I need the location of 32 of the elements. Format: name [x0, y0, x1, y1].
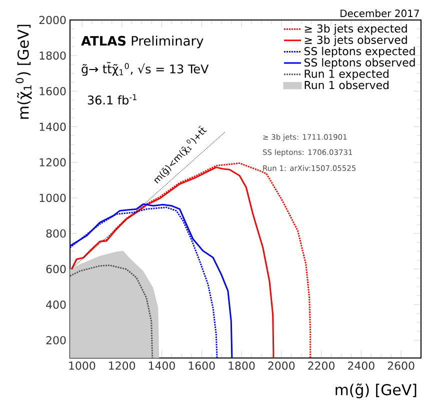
- y-tick-label: 1400: [40, 122, 66, 131]
- x-tick-label: 1800: [228, 362, 255, 370]
- legend-label: SS leptons expected: [304, 46, 415, 58]
- y-tick-label: 1600: [40, 87, 66, 96]
- legend-label: SS leptons observed: [304, 58, 415, 69]
- y-tick-label: 600: [46, 264, 66, 274]
- y-tick-label: 400: [46, 300, 66, 309]
- y-tick-label: 800: [46, 229, 66, 238]
- line-series: [70, 264, 154, 358]
- x-tick-label: 2400: [348, 362, 374, 370]
- x-tick-label: 1200: [109, 362, 136, 370]
- legend-label: Run 1 observed: [304, 80, 388, 90]
- x-axis-title: m(g̃) [GeV]: [336, 384, 416, 398]
- x-tick-label: 2600: [388, 362, 414, 370]
- y-tick-label: 2000: [39, 16, 66, 24]
- annotation: ATLAS Preliminary: [81, 36, 204, 48]
- text: December 2017: [340, 9, 419, 18]
- annotation: g̃→ tt̄χ̃$_{1}$$^{0}$, √s = 13 TeV: [82, 62, 209, 76]
- x-tick-label: 1600: [188, 362, 215, 370]
- x-tick-label: 1400: [148, 362, 175, 370]
- legend-label: Run 1 expected: [304, 69, 388, 80]
- annotation: 36.1 fb$^{-1}$: [88, 94, 136, 105]
- text: ≥ 3b jets expected: [304, 24, 407, 35]
- legend-label: ≥ 3b jets observed: [304, 35, 407, 46]
- x-tick-label: 2000: [268, 362, 295, 370]
- x-tick-label: 2200: [308, 362, 334, 370]
- y-tick-label: 1000: [40, 194, 66, 202]
- x-tick-label: 1000: [69, 362, 96, 370]
- y-tick-label: 1200: [40, 158, 66, 166]
- y-tick-label: 1800: [40, 51, 66, 60]
- y-tick-label: 200: [46, 336, 66, 344]
- y-axis-title: m(χ̃$_{1}$$^{0}$) [GeV]: [16, 24, 32, 119]
